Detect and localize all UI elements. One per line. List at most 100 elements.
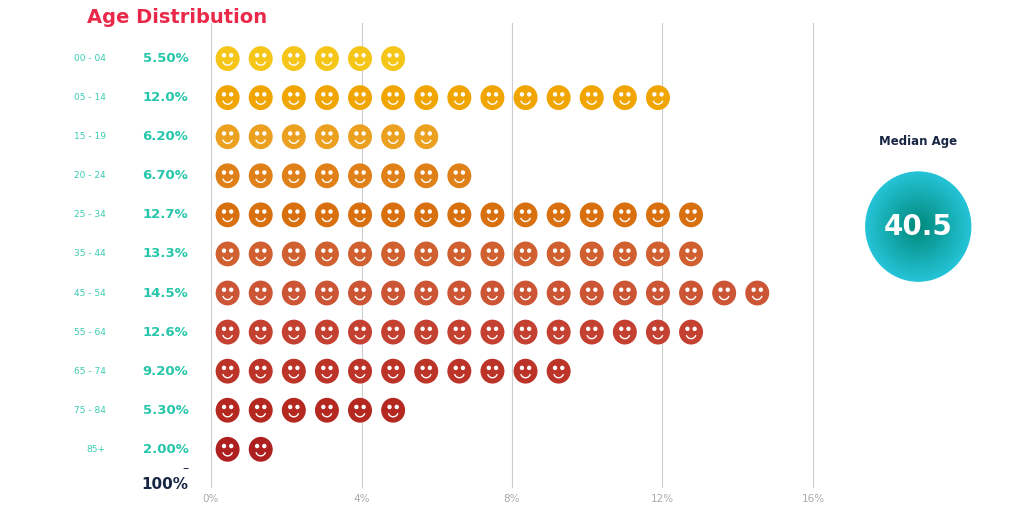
Circle shape bbox=[283, 203, 305, 227]
Circle shape bbox=[900, 208, 937, 246]
Circle shape bbox=[495, 327, 498, 330]
Circle shape bbox=[884, 191, 952, 263]
Circle shape bbox=[263, 132, 266, 135]
Circle shape bbox=[554, 93, 556, 96]
Circle shape bbox=[449, 281, 471, 305]
Circle shape bbox=[886, 192, 951, 261]
Circle shape bbox=[903, 211, 934, 243]
Circle shape bbox=[548, 242, 570, 266]
Circle shape bbox=[680, 320, 702, 344]
Circle shape bbox=[216, 438, 239, 461]
Circle shape bbox=[296, 93, 299, 96]
Circle shape bbox=[449, 86, 471, 109]
Circle shape bbox=[263, 54, 266, 57]
Circle shape bbox=[872, 180, 964, 274]
Circle shape bbox=[613, 86, 636, 109]
Circle shape bbox=[263, 327, 266, 330]
Text: 12%: 12% bbox=[651, 494, 674, 504]
Circle shape bbox=[349, 164, 372, 187]
Circle shape bbox=[415, 164, 437, 187]
Circle shape bbox=[898, 206, 938, 247]
Circle shape bbox=[870, 176, 967, 277]
Circle shape bbox=[869, 175, 968, 278]
Circle shape bbox=[349, 281, 372, 305]
Circle shape bbox=[322, 406, 325, 409]
Circle shape bbox=[594, 288, 597, 291]
Circle shape bbox=[329, 132, 332, 135]
Text: Median Age: Median Age bbox=[880, 135, 957, 149]
Circle shape bbox=[322, 171, 325, 174]
Circle shape bbox=[487, 93, 490, 96]
Circle shape bbox=[322, 327, 325, 330]
Circle shape bbox=[520, 210, 523, 213]
Circle shape bbox=[382, 125, 404, 149]
Circle shape bbox=[455, 288, 457, 291]
Circle shape bbox=[415, 320, 437, 344]
Circle shape bbox=[581, 86, 603, 109]
Circle shape bbox=[315, 398, 338, 422]
Circle shape bbox=[229, 366, 232, 369]
Circle shape bbox=[349, 125, 372, 149]
Circle shape bbox=[693, 288, 696, 291]
Circle shape bbox=[647, 86, 670, 109]
Circle shape bbox=[686, 288, 689, 291]
Circle shape bbox=[713, 281, 735, 305]
Circle shape bbox=[877, 183, 961, 270]
Circle shape bbox=[906, 214, 930, 239]
Circle shape bbox=[296, 132, 299, 135]
Circle shape bbox=[283, 281, 305, 305]
Circle shape bbox=[355, 54, 357, 57]
Circle shape bbox=[421, 93, 424, 96]
Circle shape bbox=[388, 288, 391, 291]
Circle shape bbox=[594, 249, 597, 252]
Circle shape bbox=[686, 327, 689, 330]
Circle shape bbox=[880, 187, 956, 266]
Circle shape bbox=[487, 249, 490, 252]
Circle shape bbox=[873, 180, 963, 273]
Circle shape bbox=[887, 194, 950, 260]
Circle shape bbox=[250, 398, 272, 422]
Circle shape bbox=[594, 210, 597, 213]
Circle shape bbox=[462, 171, 465, 174]
Circle shape bbox=[329, 93, 332, 96]
Circle shape bbox=[462, 93, 465, 96]
Circle shape bbox=[388, 406, 391, 409]
Circle shape bbox=[594, 93, 597, 96]
Circle shape bbox=[895, 202, 942, 251]
Circle shape bbox=[388, 249, 391, 252]
Circle shape bbox=[581, 320, 603, 344]
Circle shape bbox=[879, 185, 958, 268]
Circle shape bbox=[647, 281, 670, 305]
Circle shape bbox=[680, 281, 702, 305]
Circle shape bbox=[250, 125, 272, 149]
Circle shape bbox=[554, 366, 556, 369]
Circle shape bbox=[527, 327, 530, 330]
Circle shape bbox=[914, 223, 922, 230]
Circle shape bbox=[296, 171, 299, 174]
Circle shape bbox=[896, 203, 941, 250]
Circle shape bbox=[660, 288, 663, 291]
Circle shape bbox=[395, 288, 398, 291]
Circle shape bbox=[349, 47, 372, 70]
Text: 85+: 85+ bbox=[87, 445, 105, 454]
Circle shape bbox=[686, 249, 689, 252]
Circle shape bbox=[256, 210, 259, 213]
Circle shape bbox=[250, 281, 272, 305]
Circle shape bbox=[421, 288, 424, 291]
Circle shape bbox=[627, 93, 630, 96]
Circle shape bbox=[421, 366, 424, 369]
Circle shape bbox=[455, 93, 457, 96]
Circle shape bbox=[455, 249, 457, 252]
Circle shape bbox=[362, 327, 366, 330]
Circle shape bbox=[554, 249, 556, 252]
Circle shape bbox=[520, 288, 523, 291]
Circle shape bbox=[613, 242, 636, 266]
Circle shape bbox=[250, 86, 272, 109]
Circle shape bbox=[548, 281, 570, 305]
Circle shape bbox=[520, 93, 523, 96]
Circle shape bbox=[548, 360, 570, 383]
Text: 2.00%: 2.00% bbox=[142, 443, 188, 456]
Text: 5.30%: 5.30% bbox=[142, 404, 188, 417]
Circle shape bbox=[449, 360, 471, 383]
Circle shape bbox=[395, 249, 398, 252]
